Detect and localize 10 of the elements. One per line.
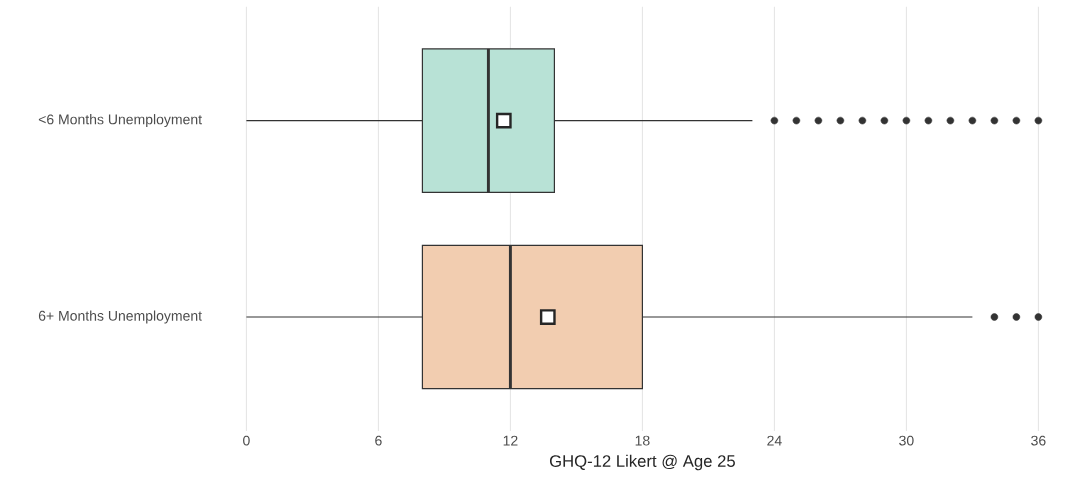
x-axis-title: GHQ-12 Likert @ Age 25	[549, 454, 735, 471]
y-tick-label: <6 Months Unemployment	[38, 113, 202, 127]
x-tick-label: 18	[635, 435, 650, 446]
x-tick-label: 6	[375, 435, 382, 446]
x-tick-label: 36	[1031, 435, 1046, 446]
x-tick-label: 24	[767, 435, 782, 446]
y-tick-label: 6+ Months Unemployment	[38, 310, 202, 324]
x-tick-label: 0	[243, 435, 250, 446]
x-tick-label: 12	[503, 435, 518, 446]
x-tick-label: 30	[899, 435, 914, 446]
